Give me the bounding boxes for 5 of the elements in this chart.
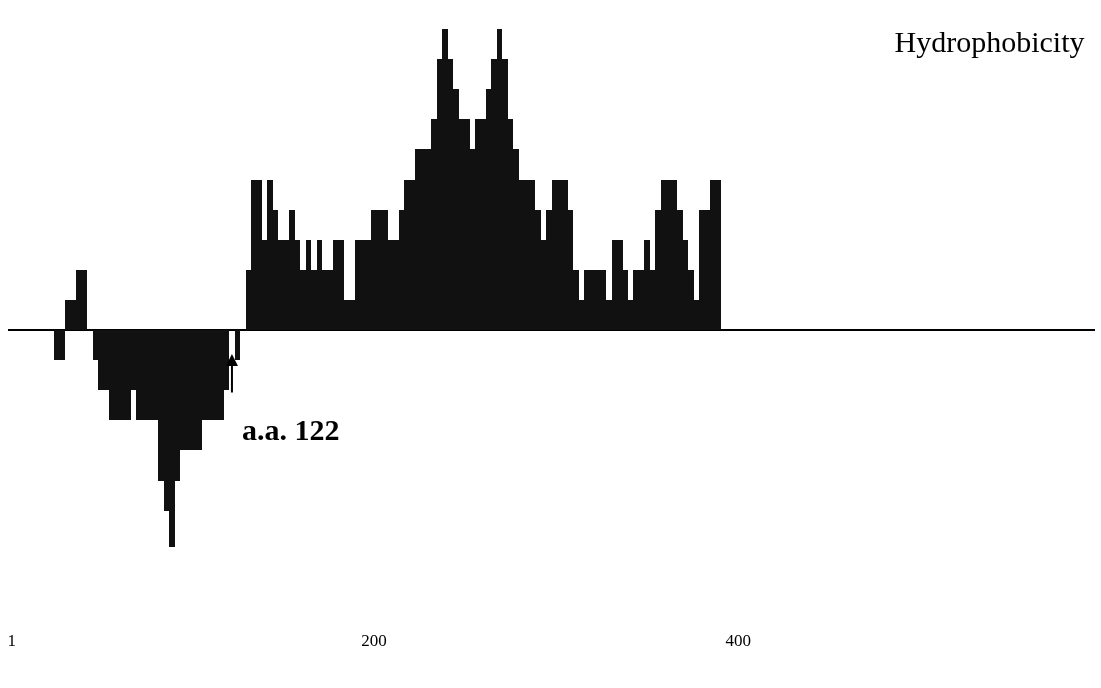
x-tick-label: 200 bbox=[361, 631, 387, 650]
x-tick-label: 1 bbox=[7, 631, 16, 650]
annotation: a.a. 122 bbox=[242, 413, 340, 446]
x-tick-label: 400 bbox=[725, 631, 751, 650]
chart-title: Hydrophobicity bbox=[894, 24, 1085, 58]
